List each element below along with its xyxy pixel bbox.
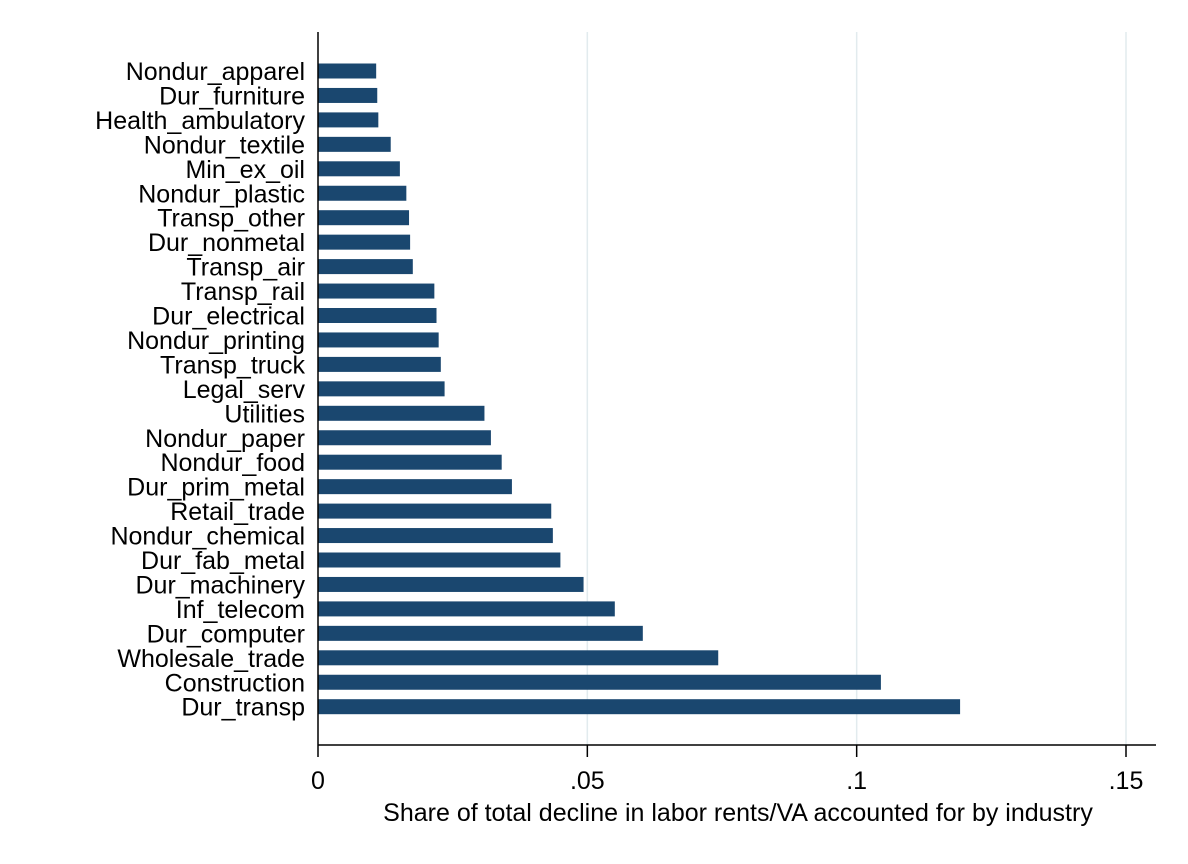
category-label: Dur_furniture (159, 82, 305, 110)
x-axis-title: Share of total decline in labor rents/VA… (383, 799, 1093, 827)
category-label: Dur_electrical (152, 303, 305, 331)
bar-nondur-plastic (318, 185, 407, 201)
bar-construction (318, 674, 881, 690)
category-label: Retail_trade (170, 498, 305, 526)
bar-min-ex-oil (318, 161, 400, 177)
bar-transp-truck (318, 356, 441, 372)
category-label: Health_ambulatory (95, 107, 305, 135)
bar-inf-telecom (318, 601, 615, 617)
x-tick-label: 0 (311, 767, 325, 795)
bar-health-ambulatory (318, 112, 379, 128)
bar-nondur-textile (318, 136, 391, 152)
bars (318, 63, 961, 715)
category-label: Inf_telecom (176, 596, 305, 624)
axes: 0 .05 .1 .15 (311, 32, 1156, 795)
category-label: Legal_serv (183, 376, 306, 404)
bar-nondur-food (318, 454, 502, 470)
category-label: Construction (165, 669, 305, 697)
bar-dur-furniture (318, 87, 378, 103)
category-label: Transp_other (157, 205, 305, 233)
bar-transp-rail (318, 283, 435, 299)
category-label: Transp_air (186, 254, 305, 282)
category-label: Dur_transp (181, 694, 305, 722)
category-label: Min_ex_oil (185, 156, 305, 184)
bar-dur-machinery (318, 576, 584, 592)
bar-wholesale-trade (318, 650, 719, 666)
category-label: Nondur_plastic (138, 180, 305, 208)
category-label: Transp_rail (181, 278, 305, 306)
category-label: Nondur_apparel (126, 58, 305, 86)
bar-retail-trade (318, 503, 552, 519)
category-label: Nondur_chemical (110, 523, 305, 551)
bar-transp-air (318, 259, 413, 275)
bar-legal-serv (318, 381, 445, 397)
x-tick-label: .1 (846, 767, 867, 795)
category-label: Utilities (224, 400, 305, 428)
bar-dur-prim-metal (318, 479, 512, 495)
bar-transp-other (318, 210, 410, 226)
bar-dur-electrical (318, 308, 437, 323)
category-label: Dur_fab_metal (141, 547, 305, 575)
category-label: Dur_prim_metal (127, 474, 305, 502)
bar-dur-transp (318, 699, 961, 715)
category-label: Nondur_paper (145, 425, 305, 453)
category-label: Nondur_food (160, 449, 305, 477)
bar-nondur-paper (318, 430, 491, 446)
bar-nondur-apparel (318, 63, 377, 79)
category-label: Dur_machinery (135, 571, 305, 599)
category-labels: Nondur_apparelDur_furnitureHealth_ambula… (95, 58, 305, 722)
category-label: Nondur_textile (144, 131, 305, 159)
bar-nondur-chemical (318, 528, 553, 544)
category-label: Wholesale_trade (117, 645, 305, 673)
bar-nondur-printing (318, 332, 439, 348)
bar-utilities (318, 405, 485, 421)
category-label: Nondur_printing (127, 327, 305, 355)
category-label: Transp_truck (160, 351, 305, 379)
bar-dur-nonmetal (318, 234, 411, 250)
gridlines (586, 32, 1127, 745)
x-tick-label: .15 (1109, 767, 1144, 795)
category-label: Dur_nonmetal (148, 229, 305, 257)
bar-dur-fab-metal (318, 552, 561, 568)
x-tick-label: .05 (570, 767, 605, 795)
bar-dur-computer (318, 625, 643, 641)
category-label: Dur_computer (147, 620, 305, 648)
